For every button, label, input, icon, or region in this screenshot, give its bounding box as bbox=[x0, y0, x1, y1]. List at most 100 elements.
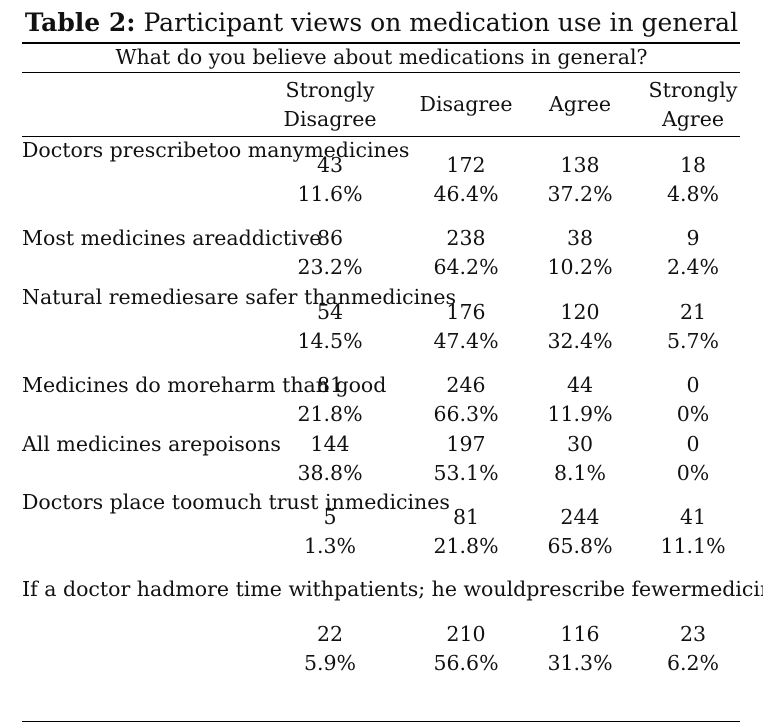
table-cell-line: 32.4% bbox=[547, 329, 613, 353]
table-cell-line: 11.9% bbox=[547, 402, 613, 426]
table-cell-line: 144 bbox=[310, 431, 350, 456]
table-cell-line: 38.8% bbox=[297, 461, 363, 485]
column-header-line: Agree bbox=[549, 92, 611, 117]
table-cell: 81 21.8% bbox=[398, 503, 534, 562]
table-cell: 38 10.2% bbox=[515, 224, 645, 283]
table-cell-line: 41 bbox=[679, 504, 707, 529]
table-cell: 116 31.3% bbox=[515, 620, 645, 679]
table-cell-line: 11.1% bbox=[660, 534, 726, 558]
table-cell-line: 56.6% bbox=[433, 651, 499, 675]
table-cell: 23 6.2% bbox=[625, 620, 761, 679]
table-cell: 0 0% bbox=[625, 430, 761, 489]
table-cell-line: 54 bbox=[316, 299, 344, 324]
table-cell-line: 46.4% bbox=[433, 182, 499, 206]
row-label-line: Natural remedies bbox=[22, 284, 205, 309]
column-header: Agree bbox=[515, 90, 645, 120]
column-header-line: Disagree bbox=[419, 92, 513, 117]
table-cell-line: 22 bbox=[316, 621, 344, 646]
table-cell: 81 21.8% bbox=[262, 371, 398, 430]
table-cell-line: 30 bbox=[566, 431, 594, 456]
table-cell-line: 2.4% bbox=[666, 255, 720, 279]
table-cell: 43 11.6% bbox=[262, 151, 398, 210]
table-cell-line: 47.4% bbox=[433, 329, 499, 353]
table-cell: 238 64.2% bbox=[398, 224, 534, 283]
column-header-line: Strongly bbox=[285, 77, 375, 102]
row-label-line: medicines bbox=[344, 489, 450, 514]
table-cell: 120 32.4% bbox=[515, 298, 645, 357]
column-header: Strongly Agree bbox=[625, 76, 761, 135]
table-cell-line: 5 bbox=[323, 504, 337, 529]
table-cell-line: 246 bbox=[446, 372, 486, 397]
row-label: Doctors prescribetoo manymedicines bbox=[22, 136, 409, 166]
row-label: All medicines arepoisons bbox=[22, 430, 281, 460]
table-cell-line: 11.6% bbox=[297, 182, 363, 206]
table-cell-line: 18 bbox=[679, 152, 707, 177]
table-cell: 21 5.7% bbox=[625, 298, 761, 357]
table-cell: 41 11.1% bbox=[625, 503, 761, 562]
table-cell-line: 0 bbox=[686, 431, 700, 456]
table-cell-line: 238 bbox=[446, 225, 486, 250]
table-cell: 0 0% bbox=[625, 371, 761, 430]
question-rule bbox=[22, 72, 740, 73]
table-question: What do you believe about medications in… bbox=[115, 45, 648, 69]
table-cell-line: 81 bbox=[452, 504, 480, 529]
table-cell-line: 8.1% bbox=[553, 461, 607, 485]
table-cell-line: 244 bbox=[560, 504, 600, 529]
row-label-line: Doctors place too bbox=[22, 489, 205, 514]
table-cell-line: 38 bbox=[566, 225, 594, 250]
column-header-line: Agree bbox=[662, 107, 724, 131]
table-cell: 144 38.8% bbox=[262, 430, 398, 489]
top-rule bbox=[22, 42, 740, 44]
table-title: Table 2: Participant views on medication… bbox=[0, 8, 763, 38]
row-label: Most medicines areaddictive bbox=[22, 224, 321, 254]
table-cell-line: 5.9% bbox=[303, 651, 357, 675]
header-rule bbox=[22, 136, 740, 137]
table-cell: 22 5.9% bbox=[262, 620, 398, 679]
row-label-line: much trust in bbox=[204, 489, 345, 514]
table-cell-line: 23.2% bbox=[297, 255, 363, 279]
table-cell-line: 0 bbox=[686, 372, 700, 397]
row-label: Natural remediesare safer thanmedicines bbox=[22, 283, 456, 313]
table-cell: 244 65.8% bbox=[515, 503, 645, 562]
table-title-text: Participant views on medication use in g… bbox=[135, 8, 739, 37]
table-cell-line: 210 bbox=[446, 621, 486, 646]
row-label-line: medicines bbox=[304, 137, 410, 162]
table-cell-line: 0% bbox=[676, 461, 710, 485]
row-label-line: harm than good bbox=[220, 372, 387, 397]
table-cell-line: 14.5% bbox=[297, 329, 363, 353]
row-label-line: poisons bbox=[202, 431, 281, 456]
row-label-line: more time with bbox=[175, 577, 334, 602]
table-cell-line: 9 bbox=[686, 225, 700, 250]
table-cell-line: 120 bbox=[560, 299, 600, 324]
table-cell: 210 56.6% bbox=[398, 620, 534, 679]
table-cell-line: 21.8% bbox=[297, 402, 363, 426]
row-label: Doctors place toomuch trust inmedicines bbox=[22, 488, 450, 518]
table-cell-line: 1.3% bbox=[303, 534, 357, 558]
row-label-line: too many bbox=[208, 137, 305, 162]
column-header-line: Disagree bbox=[283, 107, 377, 131]
row-label-line: are safer than bbox=[204, 284, 351, 309]
table-cell-line: 23 bbox=[679, 621, 707, 646]
table-cell-line: 172 bbox=[446, 152, 486, 177]
table-cell-line: 43 bbox=[316, 152, 344, 177]
row-label-line: All medicines are bbox=[22, 431, 203, 456]
table-cell-line: 37.2% bbox=[547, 182, 613, 206]
row-label-line: medicines bbox=[350, 284, 457, 309]
column-header: Strongly Disagree bbox=[262, 76, 398, 135]
table-cell-line: 10.2% bbox=[547, 255, 613, 279]
table-cell-line: 4.8% bbox=[666, 182, 720, 206]
row-label-line: Doctors prescribe bbox=[22, 137, 209, 162]
table-cell-line: 0% bbox=[676, 402, 710, 426]
row-label-line: patients; he would bbox=[334, 577, 527, 602]
table-cell-line: 176 bbox=[446, 299, 486, 324]
column-header-line: Strongly bbox=[648, 77, 738, 102]
table-cell-line: 53.1% bbox=[433, 461, 499, 485]
table-cell-line: 197 bbox=[446, 431, 486, 456]
table-cell: 86 23.2% bbox=[262, 224, 398, 283]
table-cell: 5 1.3% bbox=[262, 503, 398, 562]
table-cell: 9 2.4% bbox=[625, 224, 761, 283]
table-cell: 18 4.8% bbox=[625, 151, 761, 210]
table-cell-line: 64.2% bbox=[433, 255, 499, 279]
table-cell: 44 11.9% bbox=[515, 371, 645, 430]
